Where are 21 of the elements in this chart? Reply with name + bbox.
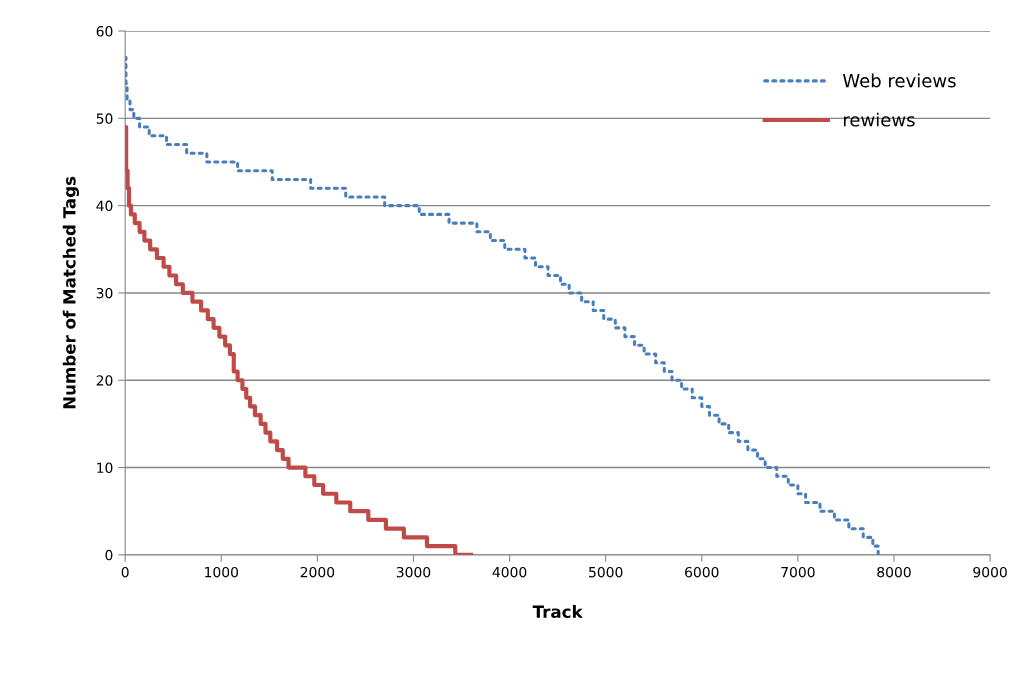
x-tick-label: 9000 [973, 566, 1007, 578]
y-tick-label: 50 [96, 113, 113, 124]
x-tick-label: 1000 [205, 566, 239, 578]
x-tick-label: 3000 [396, 566, 431, 578]
x-tick-label: 2000 [300, 566, 335, 578]
y-tick-label: 0 [105, 549, 113, 561]
x-tick-label: 7000 [781, 566, 815, 578]
x-tick-label: 4000 [492, 566, 527, 578]
x-tick-label: 8000 [877, 566, 911, 578]
y-tick-label: 20 [96, 375, 113, 386]
x-axis-title: Track [532, 605, 583, 618]
x-tick-label: 6000 [685, 566, 719, 578]
legend-label: rewiews [843, 112, 915, 127]
y-tick-label: 60 [96, 26, 113, 37]
y-tick-label: 40 [96, 200, 113, 212]
y-tick-label: 30 [96, 287, 113, 299]
y-axis-title: Number of Matched Tags [62, 176, 80, 409]
y-tick-label: 10 [97, 462, 113, 474]
x-tick-label: 5000 [589, 566, 623, 578]
x-tick-label: 0 [121, 566, 129, 578]
legend-label: Web reviews [842, 73, 956, 88]
